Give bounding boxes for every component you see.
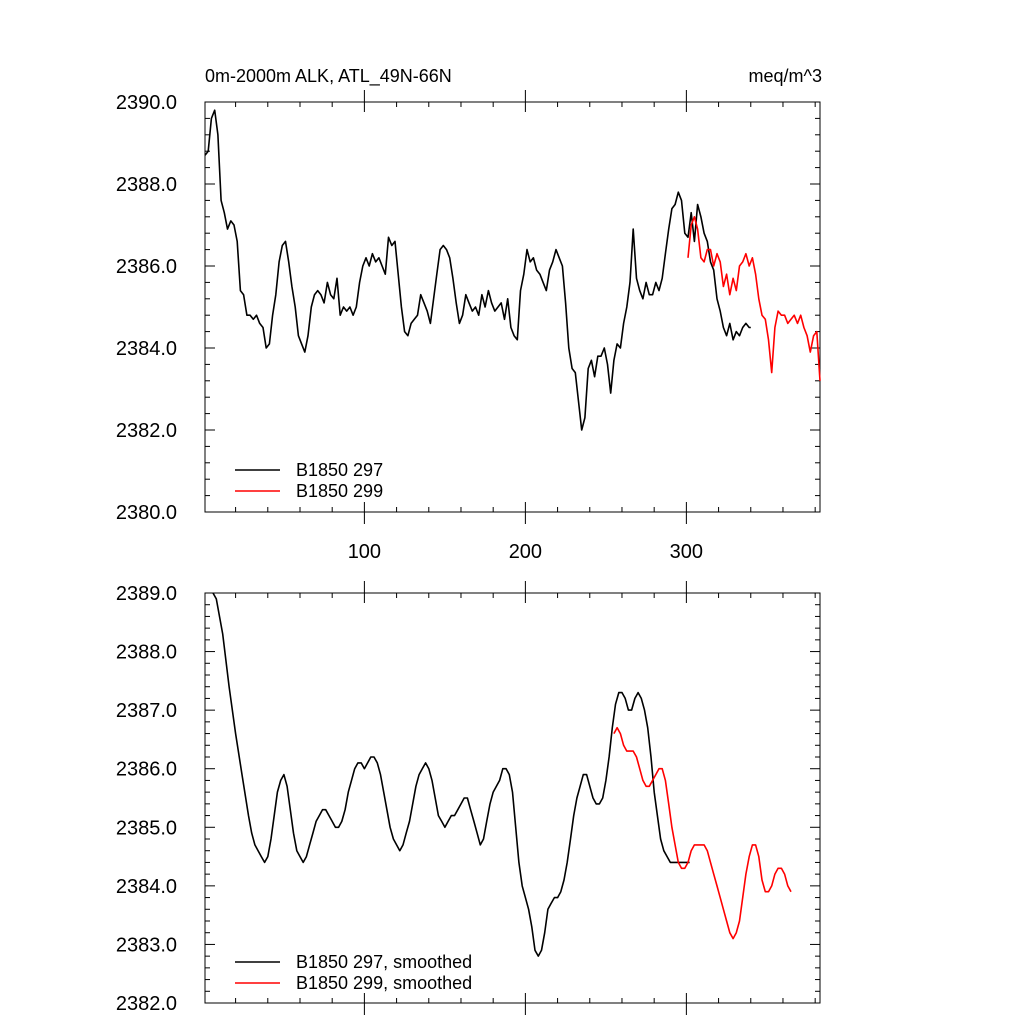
y-tick-label: 2388.0 xyxy=(116,642,177,664)
series-line-black xyxy=(204,109,751,431)
x-tick-label: 200 xyxy=(509,541,542,563)
y-tick-label: 2390.0 xyxy=(116,92,177,114)
y-tick-label: 2382.0 xyxy=(116,420,177,442)
legend-label: B1850 297, smoothed xyxy=(296,952,472,972)
top-panel: 2380.0 2382.0 2384.0 2386.0 2388.0 2390.0 100 2… xyxy=(116,90,821,563)
y-tick-label: 2383.0 xyxy=(116,934,177,956)
series-line-black xyxy=(212,592,690,957)
x-tick-label: 300 xyxy=(670,541,703,563)
y-tick-label: 2380.0 xyxy=(116,502,177,524)
legend-label: B1850 299 xyxy=(296,481,383,501)
y-tick-label: 2388.0 xyxy=(116,174,177,196)
legend-label: B1850 299, smoothed xyxy=(296,973,472,993)
units-label: meq/m^3 xyxy=(749,66,822,86)
plot-frame xyxy=(204,592,821,1004)
y-tick-label: 2387.0 xyxy=(116,700,177,722)
series-line-red xyxy=(613,726,792,940)
y-tick-label: 2382.0 xyxy=(116,993,177,1015)
y-tick-label: 2386.0 xyxy=(116,759,177,781)
series-line-red xyxy=(687,216,821,381)
y-tick-label: 2386.0 xyxy=(116,256,177,278)
bottom-panel: 2382.0 2383.0 2384.0 2385.0 2386.0 2387.0 2388… xyxy=(116,581,821,1015)
y-tick-label: 2384.0 xyxy=(116,338,177,360)
y-tick-label: 2384.0 xyxy=(116,876,177,898)
y-tick-label: 2385.0 xyxy=(116,817,177,839)
legend-label: B1850 297 xyxy=(296,460,383,480)
x-tick-label: 100 xyxy=(348,541,381,563)
plot-frame xyxy=(204,101,821,513)
y-tick-label: 2389.0 xyxy=(116,583,177,605)
chart-title: 0m-2000m ALK, ATL_49N-66N xyxy=(205,66,452,87)
